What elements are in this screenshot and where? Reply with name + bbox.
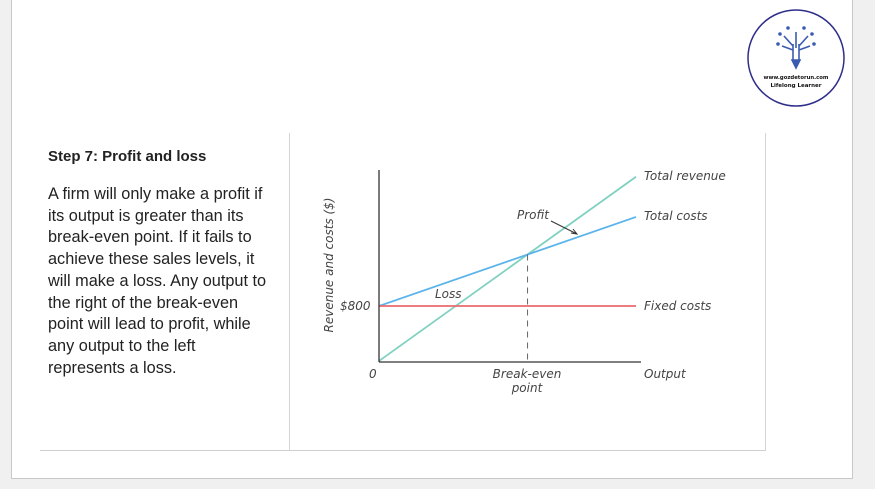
logo: www.gozdetorun.com Lifelong Learner <box>747 9 845 107</box>
profit-arrow-icon <box>550 220 579 235</box>
body-line: any output to the left <box>48 336 196 355</box>
legend-fixed-costs: Fixed costs <box>644 299 711 313</box>
divider-bottom <box>40 450 766 451</box>
divider-right <box>765 133 766 450</box>
body-line: break-even point. If it fails to <box>48 228 252 247</box>
x-axis-label: Output <box>644 367 687 381</box>
body-line: A firm will only make a profit if <box>48 185 263 203</box>
body-line: the right of the break-even <box>48 293 239 312</box>
body-line: represents a loss. <box>48 358 177 377</box>
body-line: will make a loss. Any output to <box>48 271 267 290</box>
annotation-profit: Profit <box>517 208 550 222</box>
series-total-revenue <box>378 176 637 362</box>
break-even-label-2: point <box>511 381 544 395</box>
break-even-label-1: Break-even <box>493 367 562 381</box>
slide <box>11 0 853 479</box>
legend-total-revenue: Total revenue <box>644 169 726 183</box>
logo-tagline: Lifelong Learner <box>771 83 822 89</box>
annotation-loss: Loss <box>435 287 462 301</box>
step-body: A firm will only make a profit if its ou… <box>48 184 266 379</box>
x-tick-0: 0 <box>369 367 377 381</box>
body-line: achieve these sales levels, it <box>48 250 255 269</box>
series-total-costs <box>378 216 637 307</box>
pencil-tree-icon <box>776 26 816 70</box>
legend-total-costs: Total costs <box>644 209 708 223</box>
y-tick-800: $800 <box>340 299 371 313</box>
divider-left <box>289 133 290 450</box>
step-heading: Step 7: Profit and loss <box>48 148 207 165</box>
body-line: point will lead to profit, while <box>48 315 251 334</box>
y-axis-label: Revenue and costs ($) <box>322 198 336 333</box>
body-line: its output is greater than its <box>48 206 244 225</box>
logo-url: www.gozdetorun.com <box>764 75 829 81</box>
